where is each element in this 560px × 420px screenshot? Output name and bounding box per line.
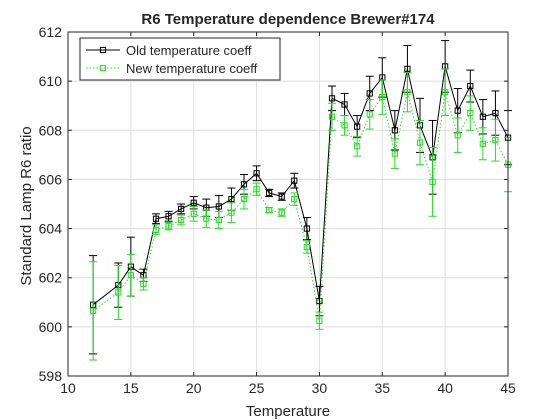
y-tick-label: 606 [39, 171, 63, 187]
data-point [303, 243, 310, 251]
axes-box [67, 31, 509, 377]
data-point [391, 150, 398, 157]
y-tick-label: 598 [39, 368, 63, 384]
data-point [190, 210, 197, 217]
data-point [379, 94, 386, 101]
data-point [467, 109, 474, 117]
data-point [178, 216, 185, 224]
data-point [454, 107, 461, 114]
plot-background [68, 32, 508, 376]
data-point [178, 205, 185, 213]
y-tick-label: 612 [39, 24, 63, 40]
legend-box [79, 37, 281, 81]
data-point [240, 195, 248, 203]
legend-marker [99, 46, 107, 54]
data-point [479, 113, 486, 120]
data-point [165, 223, 172, 230]
data-point [467, 82, 474, 90]
y-tick-label: 610 [39, 73, 63, 89]
series-1 [89, 40, 512, 355]
x-tick-label: 35 [374, 380, 390, 396]
data-point [416, 139, 424, 146]
data-point [316, 317, 323, 324]
legend-marker [99, 64, 107, 72]
chart-title: R6 Temperature dependence Brewer#174 [141, 11, 435, 28]
data-point [240, 181, 248, 188]
series-2 [89, 68, 512, 361]
data-point [127, 272, 134, 279]
data-point [228, 209, 235, 216]
data-point [152, 226, 160, 233]
data-point [341, 122, 348, 129]
data-point [354, 143, 361, 150]
data-point [266, 207, 273, 214]
y-axis-label: Standard Lamp R6 ratio [18, 126, 35, 285]
x-tick-label: 40 [437, 380, 453, 396]
data-point [442, 89, 449, 96]
data-point [479, 140, 486, 147]
data-point [454, 132, 461, 139]
data-point [190, 199, 197, 206]
data-point [291, 195, 298, 203]
data-point [215, 203, 222, 210]
data-point [278, 209, 285, 216]
data-point [354, 123, 361, 130]
y-tick-label: 604 [39, 221, 63, 237]
data-point [228, 195, 235, 203]
data-point [266, 189, 273, 197]
x-axis-label: Temperature [246, 403, 330, 420]
data-point [165, 213, 172, 220]
data-point [215, 216, 222, 224]
data-point [328, 113, 336, 120]
data-point [404, 89, 411, 96]
data-point [404, 65, 411, 72]
x-tick-label: 30 [312, 380, 328, 396]
data-point [492, 137, 499, 144]
data-point [328, 95, 336, 102]
data-point [291, 177, 298, 184]
data-point [303, 225, 310, 232]
data-point [366, 90, 373, 97]
plot-area: 10 15 20 25 30 35 40 45 598 600 602 604 606 608 610 612 [39, 24, 516, 396]
x-tick-label: 25 [249, 380, 265, 396]
x-tick-label: 10 [60, 380, 76, 396]
x-tick-label: 45 [500, 380, 516, 396]
data-point [316, 297, 323, 305]
data-point [152, 215, 160, 222]
data-point [391, 127, 398, 134]
data-point [253, 170, 260, 177]
series-line [92, 92, 509, 321]
data-point [341, 101, 348, 108]
data-point [429, 178, 436, 185]
x-tick-label: 20 [186, 380, 202, 396]
data-point [115, 289, 122, 296]
legend: Old temperature coeff New temperature coe… [79, 37, 281, 81]
data-point [253, 186, 260, 193]
data-point [203, 215, 210, 222]
legend-label: New temperature coeff [126, 61, 258, 76]
data-point [90, 307, 97, 314]
y-tick-label: 602 [39, 270, 63, 286]
y-tick-label: 608 [39, 122, 63, 138]
data-point [366, 111, 373, 118]
x-tick-label: 15 [123, 380, 139, 396]
data-point [278, 193, 285, 200]
data-point [492, 109, 499, 117]
data-point [140, 280, 147, 287]
legend-label: Old temperature coeff [126, 43, 252, 58]
y-tick-label: 600 [39, 319, 63, 335]
